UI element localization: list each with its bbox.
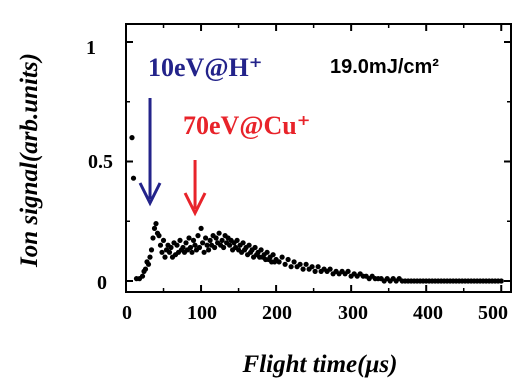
y-tick-label-0-5: 0.5 — [88, 151, 113, 173]
data-point — [196, 244, 203, 251]
data-point — [174, 242, 180, 248]
annotation-arrows — [138, 98, 207, 217]
x-axis-title: Flight time(μs) — [242, 351, 398, 378]
axes — [125, 23, 512, 293]
data-point — [270, 252, 276, 258]
data-point — [177, 237, 183, 243]
data-point — [264, 249, 270, 255]
y-tick-label-0: 0 — [97, 272, 107, 294]
data-point — [153, 221, 159, 227]
data-point — [148, 247, 155, 253]
h-ion-arrow-head — [138, 182, 162, 207]
data-point — [282, 261, 288, 267]
h-ion-annotation: 10eV@H⁺ — [148, 53, 262, 82]
data-point — [212, 244, 218, 251]
data-point — [297, 261, 303, 267]
x-tick-label-0: 0 — [122, 302, 132, 324]
data-point — [276, 259, 282, 265]
data-point — [200, 240, 206, 246]
data-point — [145, 261, 152, 267]
data-point — [129, 135, 135, 141]
data-point — [192, 242, 198, 248]
data-point — [160, 237, 167, 243]
data-point — [186, 235, 192, 241]
data-point — [195, 233, 201, 239]
data-point — [157, 242, 164, 248]
data-point — [168, 244, 174, 251]
data-point — [201, 249, 207, 255]
data-point — [327, 266, 333, 272]
x-tick-label-100: 100 — [187, 302, 217, 324]
fluence-label: 19.0mJ/cm² — [330, 56, 439, 78]
data-point — [139, 273, 146, 279]
data-point — [183, 240, 189, 246]
data-point — [312, 268, 318, 274]
data-point — [219, 237, 225, 243]
data-point — [198, 225, 204, 231]
data-point — [315, 264, 321, 270]
data-point — [221, 244, 227, 251]
data-point — [187, 244, 194, 251]
plot-frame — [125, 23, 512, 293]
x-tick-label-300: 300 — [338, 302, 368, 324]
data-point — [498, 278, 504, 284]
data-point — [234, 237, 240, 243]
data-point — [288, 264, 294, 270]
x-tick-label-500: 500 — [478, 302, 508, 324]
data-point — [204, 242, 210, 248]
data-point — [345, 268, 351, 274]
data-point — [240, 240, 246, 246]
data-point — [227, 242, 233, 248]
data-point — [159, 249, 165, 255]
data-point — [142, 266, 149, 272]
data-point — [151, 225, 158, 231]
data-point — [303, 261, 309, 267]
data-point — [216, 230, 222, 236]
data-point — [147, 254, 153, 260]
data-point — [162, 254, 168, 260]
data-point — [189, 249, 195, 255]
data-point — [190, 237, 197, 243]
data-point — [285, 256, 291, 263]
x-tick-label-400: 400 — [413, 302, 443, 324]
x-tick-label-200: 200 — [262, 302, 292, 324]
data-point — [309, 264, 315, 270]
data-point — [207, 237, 213, 243]
cu-ion-arrow-head — [183, 192, 207, 217]
data-point — [258, 247, 264, 253]
y-axis-title: Ion signal(arb.units) — [16, 53, 43, 268]
data-point — [150, 235, 156, 241]
data-point — [213, 235, 219, 241]
data-point — [279, 254, 285, 260]
data-point — [291, 259, 297, 265]
data-point — [156, 233, 162, 239]
data-point — [180, 244, 186, 251]
y-tick-label-1: 1 — [86, 37, 96, 59]
data-point — [166, 249, 173, 255]
data-point — [300, 266, 306, 272]
data-point — [206, 247, 212, 253]
data-points — [129, 135, 504, 284]
cu-ion-annotation: 70eV@Cu⁺ — [183, 111, 310, 140]
data-point — [203, 235, 209, 241]
data-point — [130, 175, 137, 181]
data-point — [246, 242, 252, 248]
data-point — [252, 244, 258, 251]
